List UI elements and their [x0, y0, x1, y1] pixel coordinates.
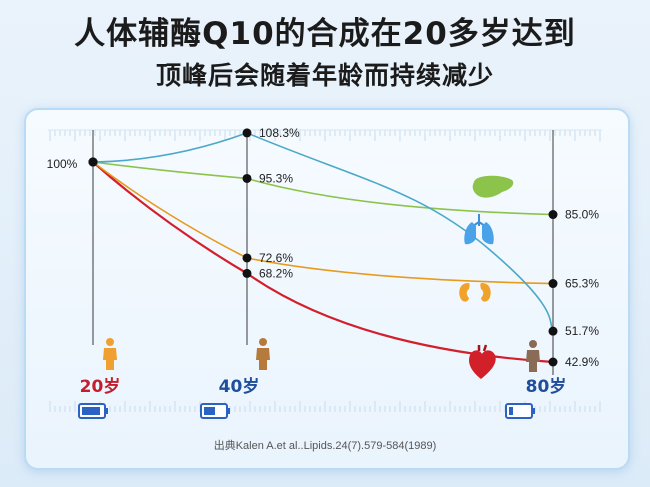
series-line-heart: [92, 161, 554, 364]
title-line-1: 人体辅酶Q10的合成在20多岁达到: [74, 16, 576, 52]
battery-icon: [78, 403, 108, 419]
person-old-icon: [526, 340, 540, 372]
person-middle-icon: [256, 338, 270, 370]
data-point: [548, 279, 558, 289]
data-label: 108.3%: [259, 126, 300, 140]
kidney-icon: [459, 283, 491, 302]
data-point: [548, 210, 558, 220]
data-point: [242, 253, 252, 263]
battery-icon: [200, 403, 230, 419]
data-point: [88, 157, 98, 167]
age-label: 40岁: [219, 376, 260, 397]
data-label: 85.0%: [565, 208, 599, 222]
series-line-lung: [92, 132, 554, 332]
age-label: 80岁: [526, 376, 567, 397]
person-young-icon: [103, 338, 117, 370]
data-label: 68.2%: [259, 266, 293, 280]
age-label: 20岁: [80, 376, 121, 397]
data-point: [242, 173, 252, 183]
series-line-kidney: [92, 161, 554, 285]
data-label: 65.3%: [565, 277, 599, 291]
data-point: [548, 326, 558, 336]
liver-icon: [472, 175, 514, 198]
data-label: 95.3%: [259, 171, 293, 185]
data-point: [548, 357, 558, 367]
ruler-bottom: [49, 401, 601, 412]
data-label: 72.6%: [259, 251, 293, 265]
battery-icon: [505, 403, 535, 419]
data-point: [242, 268, 252, 278]
data-point: [242, 128, 252, 138]
title-line-2: 顶峰后会随着年龄而持续减少: [155, 61, 494, 90]
start-value-label: 100%: [47, 157, 78, 171]
ruler-top: [48, 129, 602, 141]
data-label: 51.7%: [565, 324, 599, 338]
series-line-liver: [92, 161, 554, 216]
heart-icon: [469, 344, 496, 379]
lung-icon: [464, 214, 494, 245]
data-label: 42.9%: [565, 355, 599, 369]
source-citation: 出典Kalen A.et al..Lipids.24(7).579-584(19…: [213, 440, 437, 452]
